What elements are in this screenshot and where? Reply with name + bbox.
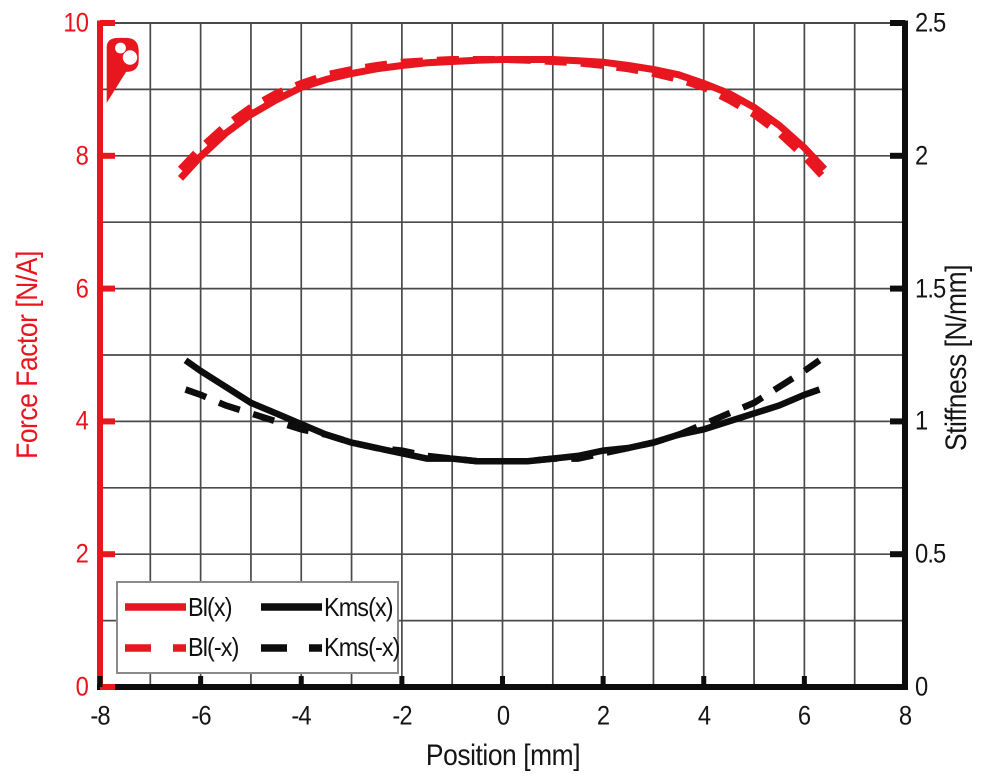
right-tick-label: 1 [915,405,928,436]
axes [97,20,908,690]
left-tick-label: 2 [75,538,89,569]
left-tick-label: 4 [75,405,89,436]
x-tick-label: -8 [90,700,110,731]
x-tick-label: -6 [190,700,211,731]
right-tick-label: 2 [915,140,928,171]
legend-label-bl-negx: Bl(-x) [188,632,239,663]
left-axis-title: Force Factor [N/A] [11,251,44,459]
right-tick-label: 2.5 [915,7,946,38]
curve-kmsx [183,357,821,465]
curve-bl-x [177,56,828,181]
curve-blx [177,56,828,181]
x-tick-label: 4 [697,700,711,731]
x-tick-label: 8 [898,700,912,731]
legend-swatch-bl-x-solid-line [125,603,186,611]
legend-item-kms-negx: Kms(-x) [258,628,408,669]
grid-lines [100,22,905,687]
left-tick-label: 0 [75,671,89,702]
legend-swatch-bl-negx-dashed-line [125,644,186,652]
brand-logo-dot-large [122,50,138,65]
legend-swatch-kms-x-solid-line [261,603,322,611]
legend-swatch-kms-negx-dashed-line [261,644,322,652]
curves [177,56,828,465]
left-tick-label: 6 [75,273,89,304]
right-tick-label: 0 [915,671,928,702]
right-tick-label: 1.5 [915,273,946,304]
chart-legend: Bl(x) Kms(x) Bl(-x) Kms(-x) [116,581,400,674]
x-axis-title: Position [mm] [425,739,581,772]
x-tick-label: -4 [291,700,312,731]
left-tick-label: 8 [75,140,89,171]
left-tick-label: 10 [63,7,89,38]
brand-logo [106,37,139,103]
right-axis-title: Stiffness [N/mm] [940,264,973,452]
x-tick-label: 6 [798,700,811,731]
x-tick-label: 2 [596,700,610,731]
brand-logo-dot-small [115,42,126,54]
legend-item-bl-x: Bl(x) [122,587,258,628]
x-tick-label: -2 [392,700,412,731]
right-tick-label: 0.5 [915,538,946,569]
legend-label-kms-x: Kms(x) [324,591,394,622]
x-tick-label: 0 [496,700,509,731]
legend-item-bl-negx: Bl(-x) [122,628,258,669]
legend-item-kms-x: Kms(x) [258,587,408,628]
legend-label-kms-negx: Kms(-x) [324,632,400,663]
legend-label-bl-x: Bl(x) [188,591,233,622]
